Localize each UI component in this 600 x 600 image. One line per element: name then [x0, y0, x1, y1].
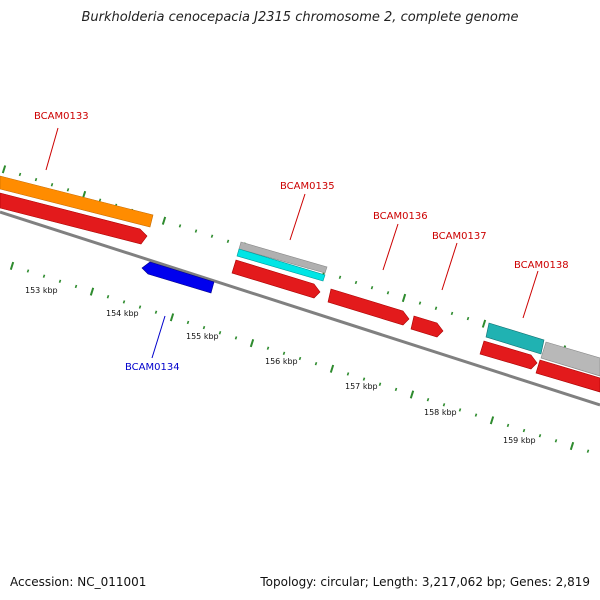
gene-label-bcam0138[interactable]: BCAM0138: [514, 260, 569, 271]
minor-tick: [42, 274, 46, 278]
feature-bar-teal-bcam0138[interactable]: [485, 322, 545, 355]
leader-bcam0134: [151, 315, 166, 359]
major-tick: [409, 390, 415, 399]
minor-tick: [154, 310, 158, 314]
minor-tick: [474, 413, 478, 417]
major-tick: [1, 165, 7, 174]
minor-tick: [234, 336, 238, 340]
minor-tick: [338, 275, 342, 280]
minor-tick: [506, 423, 510, 428]
leader-bcam0133: [45, 127, 59, 171]
cds-arrow-bcam0136[interactable]: [327, 288, 410, 326]
minor-tick: [418, 301, 422, 305]
minor-tick: [266, 346, 270, 350]
leader-bcam0138: [522, 270, 539, 319]
minor-tick: [522, 428, 526, 433]
minor-tick: [378, 382, 382, 386]
major-tick: [161, 216, 167, 225]
feature-bar-orange[interactable]: [0, 175, 154, 228]
minor-tick: [34, 177, 38, 182]
minor-tick: [442, 403, 446, 407]
feature-bar-gray-next[interactable]: [540, 341, 600, 377]
minor-tick: [74, 284, 78, 289]
minor-tick: [66, 188, 70, 192]
gene-labels: BCAM0133 BCAM0134 BCAM0135 BCAM0136 BCAM…: [34, 111, 569, 373]
major-tick: [489, 416, 495, 425]
kbp-label: 158 kbp: [424, 408, 457, 417]
leader-bcam0136: [382, 223, 399, 271]
minor-tick: [26, 269, 30, 273]
gene-label-bcam0134[interactable]: BCAM0134: [125, 362, 180, 373]
kbp-label: 157 kbp: [345, 382, 378, 391]
kbp-label: 155 kbp: [186, 332, 219, 341]
minor-tick: [362, 377, 366, 381]
kbp-label: 159 kbp: [503, 436, 536, 445]
major-tick: [169, 313, 175, 322]
major-tick: [481, 319, 487, 328]
accession-text: Accession: NC_011001: [10, 575, 147, 589]
minor-tick: [466, 316, 470, 321]
gene-label-bcam0136[interactable]: BCAM0136: [373, 211, 428, 222]
minor-tick: [450, 311, 454, 316]
gene-label-bcam0137[interactable]: BCAM0137: [432, 231, 487, 242]
minor-tick: [426, 397, 430, 402]
gene-label-bcam0135[interactable]: BCAM0135: [280, 181, 335, 192]
cds-arrow-bcam0133[interactable]: [0, 192, 148, 245]
minor-tick: [202, 325, 206, 330]
minor-tick: [58, 279, 62, 283]
minor-tick: [186, 320, 190, 325]
minor-tick: [218, 331, 222, 335]
minor-tick: [210, 234, 214, 238]
kbp-labels: 153 kbp 154 kbp 155 kbp 156 kbp 157 kbp …: [25, 286, 536, 445]
inner-tick-marks: [9, 261, 590, 453]
minor-tick: [226, 239, 230, 244]
minor-tick: [194, 229, 198, 233]
minor-tick: [106, 295, 110, 299]
page-title: Burkholderia cenocepacia J2315 chromosom…: [81, 10, 519, 25]
minor-tick: [586, 449, 590, 453]
minor-tick: [282, 351, 286, 356]
minor-tick: [354, 280, 358, 285]
minor-tick: [178, 224, 182, 228]
feature-bar-cyan-bcam0135[interactable]: [236, 248, 326, 282]
label-leader-lines: [45, 127, 539, 359]
kbp-label: 154 kbp: [106, 309, 139, 318]
major-tick: [249, 338, 255, 348]
kbp-label: 153 kbp: [25, 286, 58, 295]
major-tick: [401, 293, 407, 303]
minor-tick: [138, 305, 142, 309]
cds-arrow-bcam0137[interactable]: [410, 315, 444, 338]
cds-arrow-bcam0134[interactable]: [141, 261, 215, 294]
minor-tick: [122, 300, 126, 304]
minor-tick: [434, 306, 438, 310]
gene-features: [0, 175, 600, 393]
minor-tick: [298, 356, 302, 361]
minor-tick: [554, 439, 558, 443]
genome-backbone: [0, 210, 600, 407]
minor-tick: [18, 172, 22, 177]
genome-stats-text: Topology: circular; Length: 3,217,062 bp…: [260, 575, 590, 589]
minor-tick: [370, 285, 374, 290]
cds-arrow-next[interactable]: [535, 359, 600, 393]
cds-arrow-bcam0138[interactable]: [479, 340, 538, 370]
gene-label-bcam0133[interactable]: BCAM0133: [34, 111, 89, 122]
cds-arrow-bcam0135[interactable]: [231, 259, 321, 299]
minor-tick: [346, 372, 350, 376]
minor-tick: [458, 408, 462, 412]
feature-bar-gray-bcam0135[interactable]: [238, 241, 328, 274]
minor-tick: [394, 387, 398, 392]
leader-bcam0135: [289, 193, 306, 241]
major-tick: [569, 441, 575, 451]
major-tick: [9, 261, 15, 271]
minor-tick: [50, 183, 54, 187]
minor-tick: [314, 361, 318, 366]
minor-tick: [538, 434, 542, 438]
major-tick: [329, 364, 335, 373]
minor-tick: [386, 291, 390, 295]
major-tick: [89, 287, 95, 296]
kbp-label: 156 kbp: [265, 357, 298, 366]
leader-bcam0137: [441, 242, 458, 291]
